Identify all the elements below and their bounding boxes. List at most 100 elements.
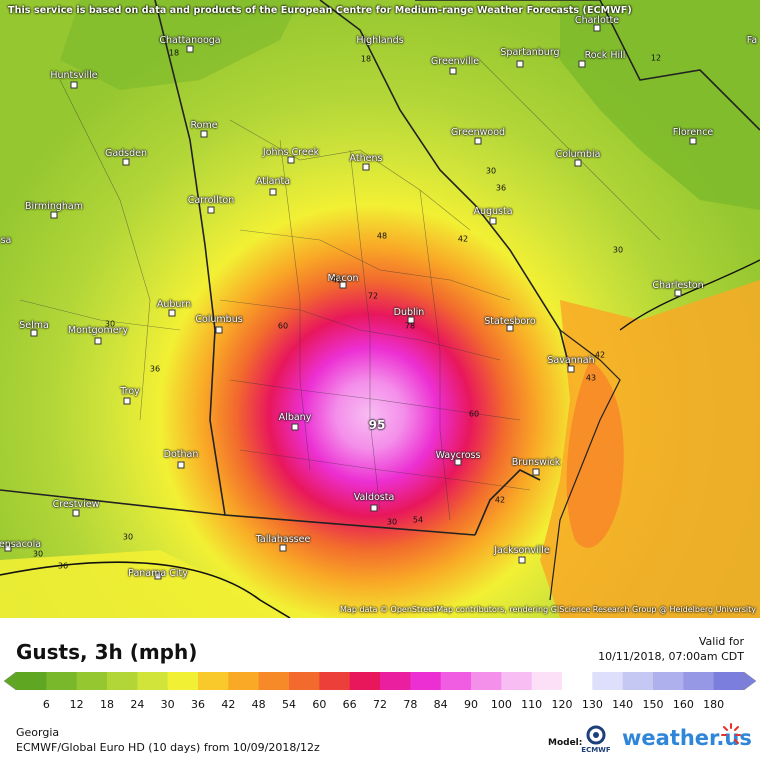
scale-swatch <box>167 672 199 690</box>
city-marker <box>362 163 370 171</box>
contour-label: 72 <box>367 291 379 301</box>
city-marker <box>506 324 514 332</box>
city-label-spartanburg: Spartanburg <box>500 47 560 58</box>
city-marker <box>593 24 601 32</box>
city-label-savannah: Savannah <box>547 355 595 366</box>
city-label-valdosta: Valdosta <box>353 492 395 503</box>
scale-swatch <box>349 672 381 690</box>
scale-tick-label: 60 <box>312 698 327 711</box>
contour-label: 43 <box>585 373 597 383</box>
city-marker <box>518 556 526 564</box>
city-label-johns-creek: Johns Creek <box>262 147 320 158</box>
city-marker <box>186 45 194 53</box>
city-label-waycross: Waycross <box>435 450 481 461</box>
city-label-tallahassee: Tallahassee <box>255 534 311 545</box>
scale-swatch <box>440 672 472 690</box>
scale-tick-label: 6 <box>42 698 50 711</box>
city-marker <box>291 423 299 431</box>
city-marker <box>516 60 524 68</box>
city-label-crestview: Crestview <box>52 499 100 510</box>
city-marker <box>532 468 540 476</box>
city-marker <box>269 188 277 196</box>
scale-swatch <box>713 672 745 690</box>
city-marker <box>339 281 347 289</box>
scale-swatch <box>319 672 351 690</box>
legend-panel: Gusts, 3h (mph) Valid for 10/11/2018, 07… <box>0 618 760 760</box>
city-marker <box>407 316 415 324</box>
city-label-dothan: Dothan <box>163 449 199 460</box>
ecmwf-logo-text: ECMWF <box>581 746 611 754</box>
scale-tick-label: 18 <box>100 698 114 711</box>
scale-tick-label: 84 <box>433 698 448 711</box>
city-label-florence: Florence <box>672 127 714 138</box>
city-label-panama-city: Panama City <box>128 568 188 579</box>
scale-tick-label: 78 <box>403 698 418 711</box>
city-marker <box>574 159 582 167</box>
city-marker <box>674 289 682 297</box>
scale-arrow-low <box>4 671 17 691</box>
scale-tick-label: 48 <box>251 698 266 711</box>
city-label-highlands: Highlands <box>356 35 404 46</box>
contour-label: 36 <box>57 561 69 571</box>
city-label-macon: Macon <box>327 273 359 284</box>
contour-label: 60 <box>468 409 480 419</box>
scale-swatch <box>16 672 47 690</box>
sun-icon <box>721 723 741 744</box>
city-label-rome: Rome <box>190 120 218 131</box>
scale-tick-label: 24 <box>130 698 145 711</box>
contour-label: 30 <box>32 549 44 559</box>
contour-label: 12 <box>650 53 662 63</box>
city-marker <box>168 309 176 317</box>
contour-label: 42 <box>494 495 506 505</box>
scale-swatch <box>501 672 533 690</box>
scale-swatch <box>137 672 169 690</box>
color-scale-bar <box>4 671 756 691</box>
city-label-atlanta: Atlanta <box>255 176 291 187</box>
scale-swatch <box>258 672 290 690</box>
contour-label: 36 <box>149 364 161 374</box>
contour-label: 60 <box>277 321 289 331</box>
city-marker <box>370 504 378 512</box>
scale-swatch <box>683 672 715 690</box>
contour-label: 48 <box>376 231 388 241</box>
city-marker <box>689 137 697 145</box>
city-label-greenville: Greenville <box>430 56 480 67</box>
region-label: Georgia <box>16 726 60 739</box>
city-marker <box>122 158 130 166</box>
scale-swatch <box>198 672 229 690</box>
scale-tick-label: 120 <box>551 698 573 711</box>
scale-tick-label: 110 <box>521 698 543 711</box>
scale-swatch <box>228 672 260 690</box>
scale-tick-label: 42 <box>221 698 236 711</box>
weather-us-logo[interactable]: weather.us <box>622 726 752 750</box>
forecast-map[interactable]: This service is based on data and produc… <box>0 0 760 618</box>
scale-tick-label: 180 <box>703 698 725 711</box>
city-marker <box>30 329 38 337</box>
scale-tick-label: 66 <box>342 698 357 711</box>
city-label-huntsville: Huntsville <box>50 70 98 81</box>
ecmwf-notice: This service is based on data and produc… <box>8 5 632 16</box>
scale-swatch <box>592 672 624 690</box>
city-marker <box>279 544 287 552</box>
scale-tick-label: 54 <box>282 698 296 711</box>
city-marker <box>207 206 215 214</box>
scale-swatch <box>562 672 593 690</box>
scale-swatch <box>653 672 684 690</box>
contour-label: 30 <box>612 245 624 255</box>
city-label-charlotte: Charlotte <box>574 15 620 26</box>
city-marker <box>72 509 80 517</box>
city-label-albany: Albany <box>278 412 312 423</box>
scale-tick-label: 160 <box>672 698 694 711</box>
contour-label: 30 <box>386 517 398 527</box>
model-run-label: ECMWF/Global Euro HD (10 days) from 10/0… <box>16 741 320 754</box>
scale-swatch <box>76 672 108 690</box>
scale-swatch <box>289 672 320 690</box>
scale-swatch <box>622 672 654 690</box>
city-label-dublin: Dublin <box>393 307 425 318</box>
city-marker <box>215 326 223 334</box>
scale-tick-label: 30 <box>160 698 175 711</box>
scale-swatch <box>410 672 442 690</box>
city-label-charleston: Charleston <box>652 280 704 291</box>
scale-arrow-high <box>743 671 756 691</box>
city-marker <box>4 544 12 552</box>
